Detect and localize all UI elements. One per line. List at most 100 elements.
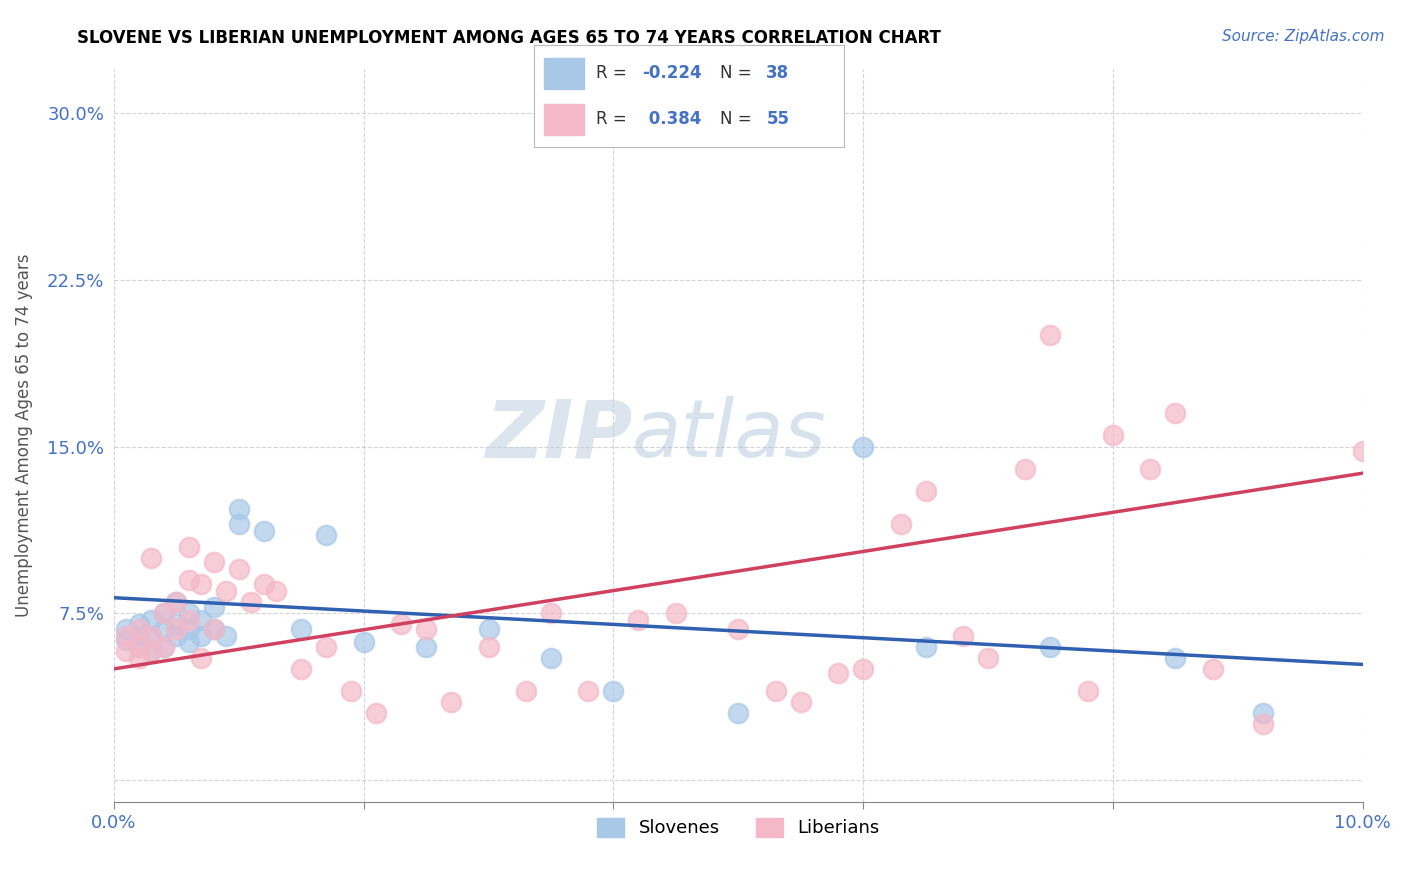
- Text: N =: N =: [720, 110, 751, 128]
- Point: [190, 613, 212, 627]
- Point: [602, 684, 624, 698]
- Point: [141, 644, 163, 658]
- Point: [153, 607, 176, 621]
- Point: [1251, 717, 1274, 731]
- Point: [177, 635, 200, 649]
- Point: [1102, 428, 1125, 442]
- Point: [852, 440, 875, 454]
- Point: [1251, 706, 1274, 721]
- Point: [515, 684, 537, 698]
- Point: [1202, 662, 1225, 676]
- Point: [240, 595, 263, 609]
- Point: [727, 706, 749, 721]
- Point: [1077, 684, 1099, 698]
- Point: [890, 517, 912, 532]
- Y-axis label: Unemployment Among Ages 65 to 74 years: Unemployment Among Ages 65 to 74 years: [15, 253, 32, 617]
- Point: [315, 528, 337, 542]
- Point: [190, 650, 212, 665]
- Point: [415, 640, 437, 654]
- Bar: [544, 104, 583, 135]
- Text: atlas: atlas: [633, 396, 827, 475]
- Point: [153, 640, 176, 654]
- Point: [190, 577, 212, 591]
- Point: [1139, 462, 1161, 476]
- Point: [165, 628, 187, 642]
- Point: [977, 650, 1000, 665]
- Text: 38: 38: [766, 64, 789, 82]
- Text: Source: ZipAtlas.com: Source: ZipAtlas.com: [1222, 29, 1385, 44]
- Point: [165, 595, 187, 609]
- Point: [128, 650, 150, 665]
- Point: [177, 613, 200, 627]
- Point: [153, 640, 176, 654]
- Point: [177, 540, 200, 554]
- Point: [115, 622, 138, 636]
- Point: [852, 662, 875, 676]
- Text: 55: 55: [766, 110, 789, 128]
- Point: [202, 622, 225, 636]
- Point: [128, 640, 150, 654]
- Point: [228, 501, 250, 516]
- Point: [141, 628, 163, 642]
- Point: [790, 695, 813, 709]
- Text: 0.384: 0.384: [643, 110, 702, 128]
- Text: ZIP: ZIP: [485, 396, 633, 475]
- Point: [165, 622, 187, 636]
- Point: [477, 622, 499, 636]
- Text: R =: R =: [596, 110, 627, 128]
- Text: N =: N =: [720, 64, 751, 82]
- Point: [202, 622, 225, 636]
- Point: [253, 577, 276, 591]
- Point: [141, 644, 163, 658]
- Point: [952, 628, 974, 642]
- Point: [128, 617, 150, 632]
- Point: [366, 706, 388, 721]
- Point: [1014, 462, 1036, 476]
- Text: SLOVENE VS LIBERIAN UNEMPLOYMENT AMONG AGES 65 TO 74 YEARS CORRELATION CHART: SLOVENE VS LIBERIAN UNEMPLOYMENT AMONG A…: [77, 29, 941, 46]
- Point: [202, 599, 225, 614]
- Point: [827, 666, 849, 681]
- Point: [215, 584, 238, 599]
- Point: [765, 684, 787, 698]
- Point: [165, 617, 187, 632]
- Point: [153, 607, 176, 621]
- Point: [215, 628, 238, 642]
- Point: [165, 595, 187, 609]
- Text: R =: R =: [596, 64, 627, 82]
- Point: [914, 483, 936, 498]
- Point: [266, 584, 288, 599]
- Point: [353, 635, 375, 649]
- Point: [228, 562, 250, 576]
- Point: [290, 662, 312, 676]
- Point: [177, 573, 200, 587]
- Point: [128, 628, 150, 642]
- Point: [914, 640, 936, 654]
- Point: [115, 628, 138, 642]
- Point: [627, 613, 650, 627]
- Point: [578, 684, 600, 698]
- Text: -0.224: -0.224: [643, 64, 702, 82]
- Point: [177, 622, 200, 636]
- Point: [665, 607, 688, 621]
- Point: [389, 617, 412, 632]
- Point: [128, 640, 150, 654]
- Point: [1039, 640, 1062, 654]
- Point: [141, 613, 163, 627]
- Legend: Slovenes, Liberians: Slovenes, Liberians: [589, 811, 887, 845]
- Point: [1164, 406, 1187, 420]
- Bar: [544, 58, 583, 88]
- Point: [540, 607, 562, 621]
- Point: [1351, 444, 1374, 458]
- Point: [1164, 650, 1187, 665]
- Point: [727, 622, 749, 636]
- Point: [115, 632, 138, 647]
- Point: [340, 684, 363, 698]
- Point: [177, 607, 200, 621]
- Point: [190, 628, 212, 642]
- Point: [415, 622, 437, 636]
- Point: [290, 622, 312, 636]
- Point: [141, 628, 163, 642]
- Point: [315, 640, 337, 654]
- Point: [228, 517, 250, 532]
- Point: [128, 622, 150, 636]
